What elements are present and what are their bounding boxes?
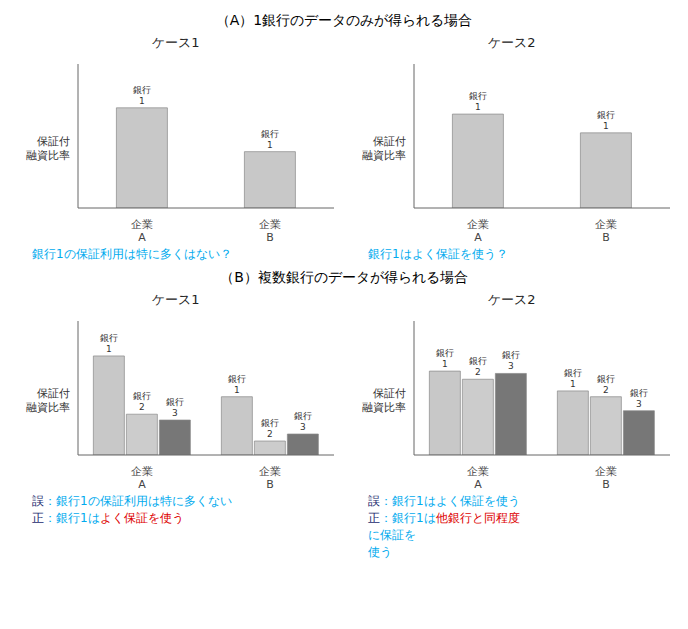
svg-text:銀行1: 銀行1	[228, 374, 246, 395]
html-text:正：銀行1はよく保証を使う: 正：銀行1はよく保証を使う	[32, 511, 184, 525]
html-text:（A）1銀行のデータのみが得られる場合: （A）1銀行のデータのみが得られる場合	[215, 12, 473, 28]
html-text:ケース1: ケース1	[152, 35, 200, 50]
html-text:融資比率: 融資比率	[26, 149, 70, 162]
html-text:融資比率: 融資比率	[362, 401, 406, 414]
svg-text:銀行1: 銀行1	[469, 91, 487, 112]
html-text:使う: 使う	[368, 545, 392, 559]
html-text:保証付: 保証付	[37, 135, 70, 148]
svg-text:企業A: 企業A	[467, 218, 489, 244]
html-text:正：銀行1は他銀行と同程度: 正：銀行1は他銀行と同程度	[368, 511, 520, 525]
html-text:融資比率: 融資比率	[362, 149, 406, 162]
svg-text:銀行2: 銀行2	[597, 374, 615, 395]
svg-text:銀行3: 銀行3	[502, 350, 520, 371]
svg-text:銀行2: 銀行2	[133, 391, 151, 412]
html-text:ケース2: ケース2	[488, 35, 536, 50]
html-text:銀行1はよく保証を使う？: 銀行1はよく保証を使う？	[368, 247, 508, 261]
svg-text:銀行1: 銀行1	[597, 110, 615, 131]
html-text:誤：銀行1はよく保証を使う: 誤：銀行1はよく保証を使う	[368, 494, 520, 508]
html-text:保証付: 保証付	[373, 135, 406, 148]
svg-text:銀行3: 銀行3	[166, 397, 184, 418]
html-text:ケース2: ケース2	[488, 292, 536, 307]
svg-text:企業A: 企業A	[131, 465, 153, 491]
html-text:銀行1の保証利用は特に多くはない？: 銀行1の保証利用は特に多くはない？	[32, 247, 232, 261]
svg-text:銀行3: 銀行3	[294, 411, 312, 432]
html-text:融資比率: 融資比率	[26, 401, 70, 414]
svg-text:企業B: 企業B	[259, 465, 281, 491]
svg-text:企業A: 企業A	[467, 465, 489, 491]
svg-text:銀行1: 銀行1	[261, 129, 279, 150]
html-text:誤：銀行1の保証利用は特に多くない: 誤：銀行1の保証利用は特に多くない	[32, 494, 232, 508]
html-text:保証付: 保証付	[373, 387, 406, 400]
svg-text:銀行1: 銀行1	[564, 368, 582, 389]
svg-text:銀行1: 銀行1	[133, 85, 151, 106]
svg-text:企業B: 企業B	[595, 218, 617, 244]
svg-text:銀行1: 銀行1	[100, 333, 118, 354]
html-text:に保証を: に保証を	[368, 528, 416, 542]
svg-text:企業A: 企業A	[131, 218, 153, 244]
svg-text:銀行3: 銀行3	[630, 388, 648, 409]
svg-text:銀行1: 銀行1	[436, 348, 454, 369]
svg-text:企業B: 企業B	[595, 465, 617, 491]
html-text:ケース1: ケース1	[152, 292, 200, 307]
svg-text:企業B: 企業B	[259, 218, 281, 244]
html-text:保証付: 保証付	[37, 387, 70, 400]
svg-text:銀行2: 銀行2	[261, 418, 279, 439]
html-text:（B）複数銀行のデータが得られる場合: （B）複数銀行のデータが得られる場合	[220, 269, 468, 285]
svg-text:銀行2: 銀行2	[469, 356, 487, 377]
